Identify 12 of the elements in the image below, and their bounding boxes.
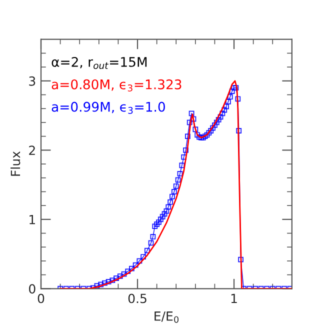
y-tick-label: 1 (30, 215, 35, 224)
y-axis-title: Flux (10, 151, 20, 176)
y-tick-label: 0 (29, 284, 36, 294)
series-label: a=0.99M, ϵ$_{3}$=1.0 (52, 102, 165, 114)
x-tick-label: 1 (231, 294, 237, 303)
y-tick-label: 3 (29, 76, 36, 86)
x-tick-label: 0.5 (128, 294, 146, 304)
series-label: a=0.80M, ϵ$_{3}$=1.323 (52, 79, 182, 92)
annotation: α=2, r$_{out}$=15M (52, 56, 147, 70)
x-tick-label: 0 (38, 294, 44, 304)
x-axis-title: E/E$_{0}$ (154, 312, 179, 323)
y-tick-label: 2 (29, 146, 35, 155)
